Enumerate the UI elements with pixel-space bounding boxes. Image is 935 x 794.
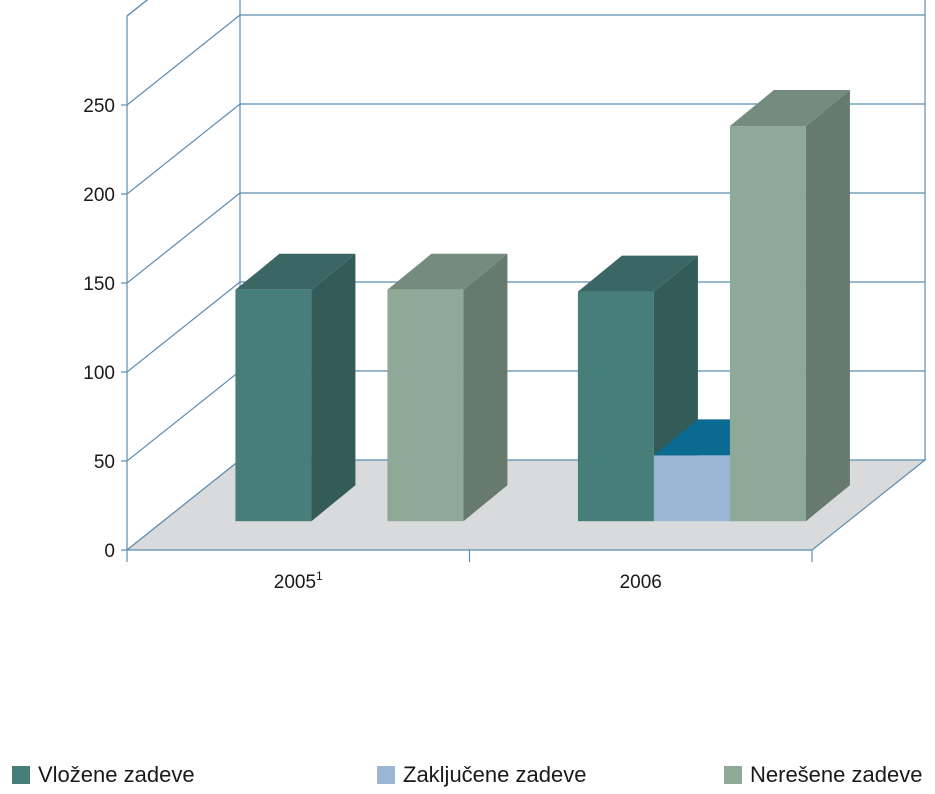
y-axis: 0 50 100 150 200 250 <box>83 96 127 562</box>
bar-front <box>235 289 312 522</box>
legend-item: Vložene zadeve <box>12 762 195 788</box>
bar-side <box>311 253 356 522</box>
legend-item: Nerešene zadeve <box>724 762 922 788</box>
bar-front <box>729 126 806 522</box>
bar-front <box>387 289 464 522</box>
bar <box>235 253 356 522</box>
legend-label: Vložene zadeve <box>38 762 195 787</box>
legend-label: Nerešene zadeve <box>750 762 923 787</box>
y-tick-label: 250 <box>83 96 115 117</box>
bar-side <box>805 90 850 522</box>
bar <box>387 253 508 522</box>
bar-chart-3d: 0 50 100 150 200 250 20051 2006 <box>83 0 927 593</box>
gridline-side <box>126 14 241 106</box>
bar <box>729 90 850 522</box>
legend-label: Zaključene zadeve <box>403 762 587 787</box>
legend-swatch <box>12 766 30 784</box>
y-tick-label: 0 <box>104 541 115 562</box>
legend: Vložene zadeve Zaključene zadeve Nerešene … <box>0 762 935 794</box>
gridline-side <box>126 192 241 284</box>
legend-item: Zaključene zadeve <box>377 762 586 788</box>
y-tick-label: 50 <box>94 452 115 473</box>
gridline-side <box>126 370 241 462</box>
x-axis: 20051 2006 <box>126 550 813 593</box>
x-tick-label: 20051 <box>274 569 323 593</box>
bar-front <box>653 455 730 522</box>
bar-top <box>577 255 698 292</box>
y-tick-label: 200 <box>83 185 115 206</box>
legend-swatch <box>377 766 395 784</box>
x-tick-superscript: 1 <box>316 569 323 583</box>
y-tick-label: 150 <box>83 274 115 295</box>
gridline-side <box>126 103 241 195</box>
bars <box>235 90 850 522</box>
gridline-side <box>126 281 241 373</box>
x-tick-label: 2006 <box>620 572 662 593</box>
gridline-side <box>126 0 149 17</box>
bar-front <box>577 291 654 522</box>
bar-side <box>463 253 508 522</box>
legend-swatch <box>724 766 742 784</box>
bar-top <box>387 253 508 290</box>
bar-top <box>729 90 850 127</box>
bar-top <box>235 253 356 290</box>
y-tick-label: 100 <box>83 363 115 384</box>
